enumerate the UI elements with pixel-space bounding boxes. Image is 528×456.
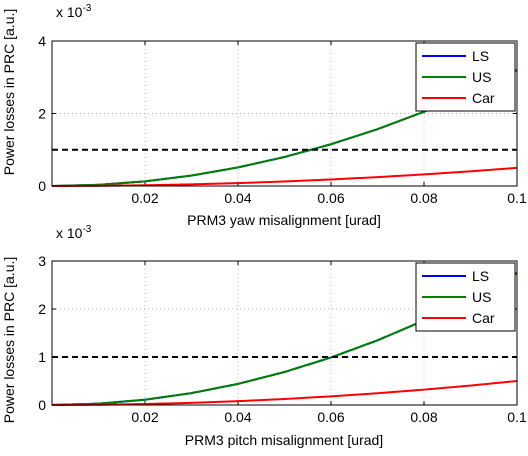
x-tick-label: 0.1 [507, 190, 527, 206]
x-axis-label: PRM3 yaw misalignment [urad] [187, 212, 381, 228]
x-tick-label: 0.06 [317, 409, 344, 425]
legend: LS US Car [415, 42, 516, 112]
y-tick-label: 0 [38, 178, 46, 194]
chart-yaw: x 10-3 Power losses in PRC [a.u.] PRM3 y… [1, 3, 527, 228]
legend-label-car: Car [472, 310, 495, 326]
legend-label-car: Car [472, 90, 495, 106]
y-tick-label: 0 [38, 397, 46, 413]
y-tick-label: 2 [38, 106, 46, 122]
x-tick-label: 0.04 [224, 409, 251, 425]
x-axis-label: PRM3 pitch misalignment [urad] [185, 432, 383, 448]
series-line-car [51, 380, 518, 406]
exponent-label: x 10-3 [56, 3, 92, 20]
x-tick-label: 0.08 [410, 409, 437, 425]
x-tick-label: 0.08 [410, 190, 437, 206]
axes-frame [51, 40, 518, 187]
x-tick-label: 0.02 [131, 190, 158, 206]
y-tick-label: 4 [38, 33, 46, 49]
series-line-car [51, 166, 518, 187]
y-tick-label: 2 [38, 301, 46, 317]
exponent-label: x 10-3 [56, 224, 92, 241]
legend-label-ls: LS [472, 268, 489, 284]
y-axis-label: Power losses in PRC [a.u.] [1, 257, 17, 424]
x-tick-label: 0.04 [224, 190, 251, 206]
chart-pitch: x 10-3 Power losses in PRC [a.u.] PRM3 p… [1, 224, 527, 448]
y-tick-label: 3 [38, 253, 46, 269]
legend-label-us: US [472, 289, 491, 305]
legend: LS US Car [415, 262, 516, 332]
y-axis-label: Power losses in PRC [a.u.] [1, 9, 17, 176]
plot-area: 0.02 0.04 0.06 0.08 0.1 0 2 4 LS US Car [38, 33, 527, 206]
axes-frame [51, 260, 518, 406]
x-tick-label: 0.02 [131, 409, 158, 425]
x-tick-label: 0.1 [507, 409, 527, 425]
y-tick-label: 1 [38, 349, 46, 365]
x-tick-label: 0.06 [317, 190, 344, 206]
legend-label-us: US [472, 69, 491, 85]
plot-area: 0.02 0.04 0.06 0.08 0.1 0 1 2 3 LS US Car [38, 253, 527, 425]
legend-label-ls: LS [472, 48, 489, 64]
